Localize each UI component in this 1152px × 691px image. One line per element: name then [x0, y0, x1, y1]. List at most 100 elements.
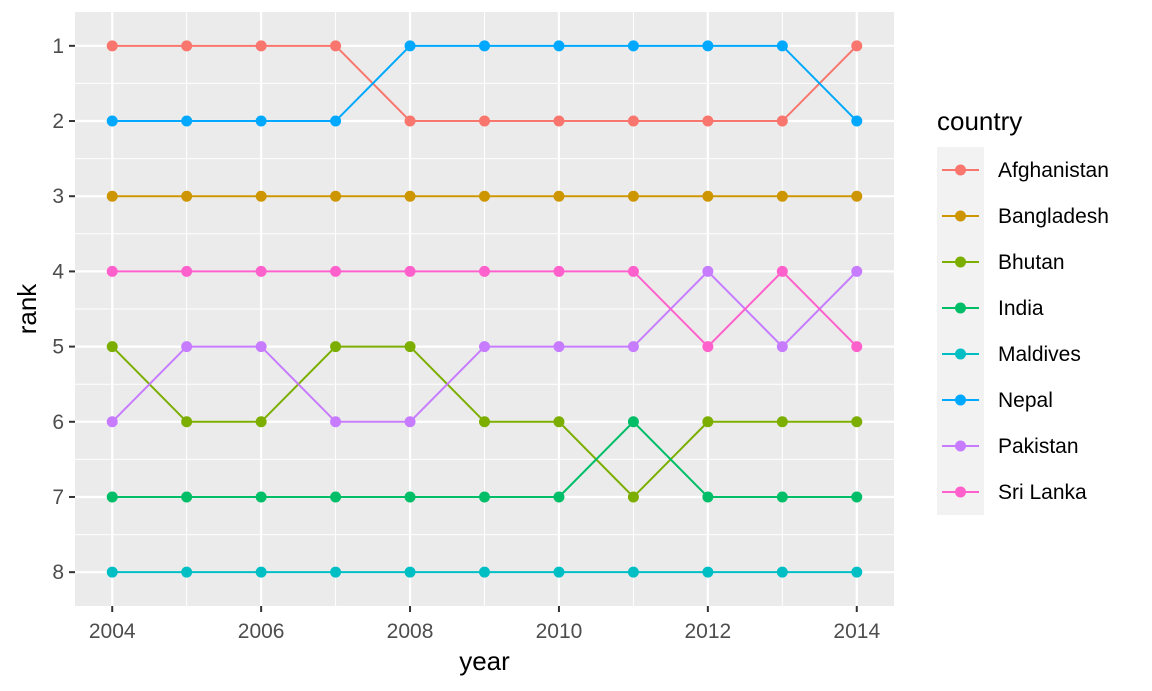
legend: country Afghanistan Bangladesh Bhutan India…	[937, 106, 1109, 515]
y-tick-label: 2	[52, 110, 64, 133]
data-point	[627, 566, 639, 578]
data-point	[627, 416, 639, 428]
x-tick-label: 2008	[387, 620, 434, 643]
data-point	[553, 190, 565, 202]
data-point	[776, 40, 788, 52]
data-point	[851, 491, 863, 503]
x-tick-label: 2006	[238, 620, 285, 643]
legend-key-point	[955, 486, 966, 498]
data-point	[776, 341, 788, 353]
y-tick-label: 7	[52, 486, 64, 509]
data-point	[627, 190, 639, 202]
data-point	[479, 40, 490, 52]
y-axis-title: rank	[12, 283, 42, 335]
data-point	[553, 341, 565, 353]
data-point	[776, 190, 788, 202]
data-point	[553, 491, 565, 503]
data-point	[627, 115, 639, 127]
x-axis: 2004 2006 2008 2010 2012 2014	[89, 606, 880, 643]
data-point	[776, 491, 788, 503]
data-point	[106, 265, 118, 277]
data-point	[479, 190, 490, 202]
legend-label: Bhutan	[998, 251, 1065, 274]
data-point	[181, 265, 193, 277]
data-point	[181, 566, 193, 578]
data-point	[330, 416, 342, 428]
legend-key-point	[955, 164, 966, 176]
data-point	[255, 341, 267, 353]
x-tick-label: 2010	[536, 620, 583, 643]
data-point	[181, 115, 193, 127]
data-point	[404, 491, 416, 503]
data-point	[106, 341, 118, 353]
data-point	[330, 265, 342, 277]
data-point	[255, 416, 267, 428]
legend-key-point	[955, 348, 966, 360]
data-point	[181, 190, 193, 202]
legend-label: Pakistan	[998, 435, 1079, 458]
data-point	[776, 416, 788, 428]
data-point	[851, 416, 863, 428]
data-point	[702, 341, 714, 353]
legend-label: Nepal	[998, 389, 1053, 412]
data-point	[181, 341, 193, 353]
data-point	[702, 115, 714, 127]
data-point	[181, 416, 193, 428]
data-point	[106, 40, 118, 52]
data-point	[776, 265, 788, 277]
data-point	[255, 40, 267, 52]
data-point	[181, 40, 193, 52]
data-point	[553, 566, 565, 578]
data-point	[851, 190, 863, 202]
legend-label: India	[998, 297, 1044, 320]
data-point	[627, 40, 639, 52]
data-point	[404, 40, 416, 52]
data-point	[255, 491, 267, 503]
y-tick-label: 8	[52, 561, 64, 584]
x-tick-label: 2004	[89, 620, 136, 643]
data-point	[702, 40, 714, 52]
data-point	[255, 265, 267, 277]
x-tick-label: 2014	[833, 620, 880, 643]
data-point	[404, 190, 416, 202]
legend-label: Afghanistan	[998, 159, 1109, 182]
data-point	[702, 265, 714, 277]
y-tick-label: 5	[52, 336, 64, 359]
series-points	[106, 40, 863, 578]
y-tick-label: 3	[52, 185, 64, 208]
legend-key-point	[955, 302, 966, 314]
data-point	[330, 190, 342, 202]
data-point	[479, 491, 490, 503]
legend-key-point	[955, 210, 966, 222]
legend-key-background	[937, 147, 984, 515]
data-point	[553, 265, 565, 277]
data-point	[404, 566, 416, 578]
data-point	[702, 416, 714, 428]
data-point	[330, 115, 342, 127]
data-point	[553, 416, 565, 428]
data-point	[702, 491, 714, 503]
data-point	[255, 566, 267, 578]
data-point	[776, 115, 788, 127]
data-point	[479, 115, 490, 127]
legend-label: Sri Lanka	[998, 481, 1087, 504]
data-point	[330, 491, 342, 503]
x-tick-label: 2012	[685, 620, 732, 643]
data-point	[181, 491, 193, 503]
data-point	[776, 566, 788, 578]
data-point	[627, 491, 639, 503]
y-axis: 1 2 3 4 5 6 7 8	[52, 35, 75, 584]
data-point	[851, 40, 863, 52]
data-point	[106, 416, 118, 428]
y-tick-label: 1	[52, 35, 64, 58]
data-point	[851, 115, 863, 127]
data-point	[851, 265, 863, 277]
data-point	[702, 566, 714, 578]
data-point	[404, 265, 416, 277]
y-tick-label: 4	[52, 260, 64, 283]
minor-gridlines	[75, 12, 894, 606]
x-axis-title: year	[459, 646, 510, 676]
legend-title: country	[937, 106, 1022, 136]
data-point	[553, 115, 565, 127]
legend-items: Afghanistan Bangladesh Bhutan India Maldives…	[942, 159, 1109, 504]
